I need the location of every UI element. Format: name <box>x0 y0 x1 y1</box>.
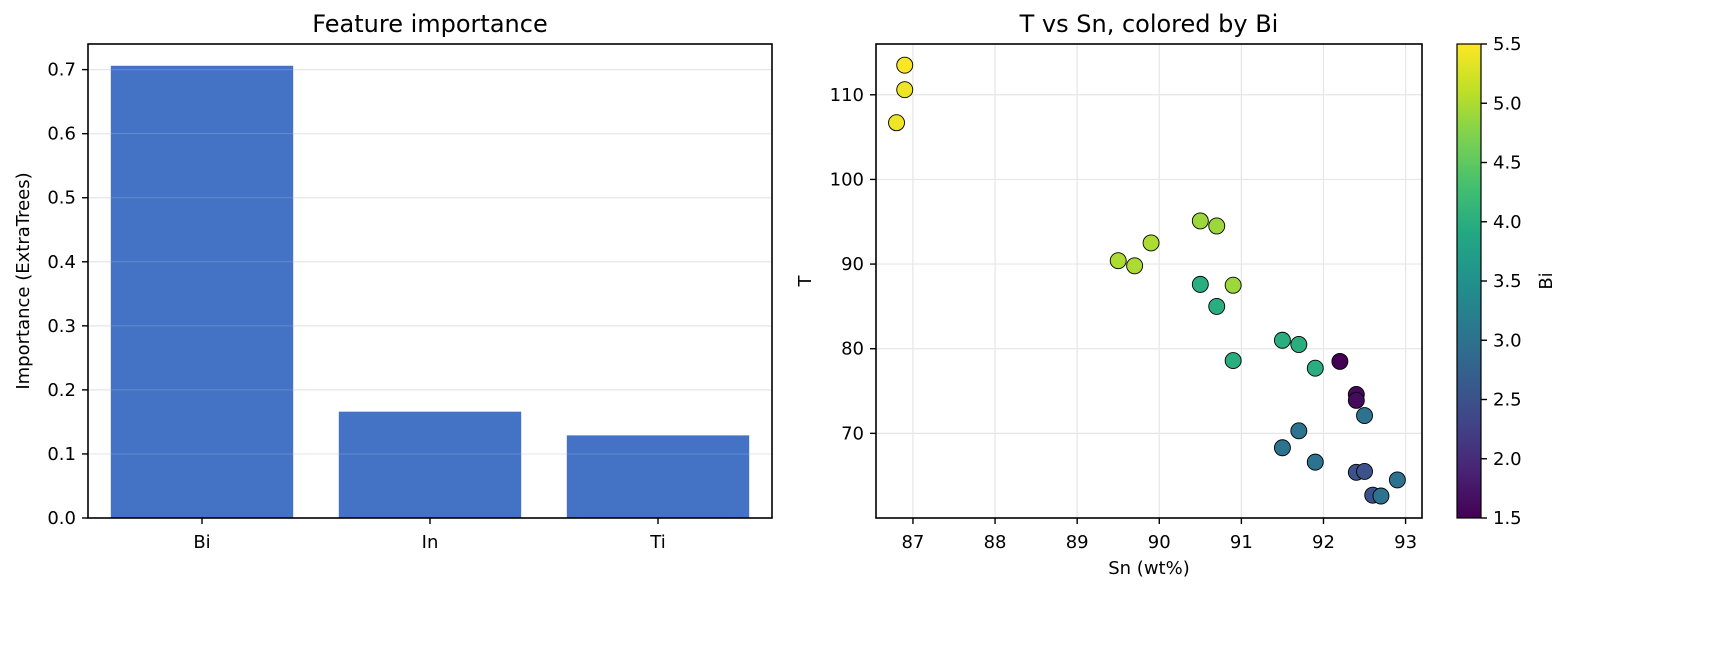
colorbar-tick-label: 3.0 <box>1493 330 1522 351</box>
bar-y-tick-label: 0.1 <box>47 444 76 465</box>
scatter-x-tick-label: 92 <box>1312 532 1335 553</box>
bar-series <box>88 65 772 518</box>
colorbar-tick-label: 4.5 <box>1493 153 1522 174</box>
bar-y-tick-label: 0.5 <box>47 188 76 209</box>
bar-x-tick-label: Ti <box>649 532 665 553</box>
scatter-x-tick-label: 93 <box>1394 532 1417 553</box>
bar-y-tick-label: 0.0 <box>47 508 76 529</box>
scatter-point <box>1191 275 1209 293</box>
scatter-point <box>1126 257 1144 275</box>
scatter-gridlines <box>876 44 1422 518</box>
bar-y-tick-label: 0.7 <box>47 60 76 81</box>
scatter-x-tick-label: 91 <box>1230 532 1253 553</box>
scatter-y-tick-label: 70 <box>841 423 864 444</box>
scatter-chart-panel: 70 80 90 100 110 87 88 89 90 91 92 93 T vs Sn, col… <box>795 10 1423 579</box>
bar-x-tick-label: In <box>422 532 439 553</box>
scatter-chart-title: T vs Sn, colored by Bi <box>1019 10 1279 38</box>
scatter-y-tick-label: 90 <box>841 254 864 275</box>
scatter-series <box>888 56 1406 505</box>
bar-x-tick-label: Bi <box>193 532 210 553</box>
colorbar-ticks: 1.5 2.0 2.5 3.0 3.5 4.0 4.5 5.0 5.5 <box>1481 34 1522 529</box>
scatter-x-tick-label: 87 <box>901 532 924 553</box>
scatter-y-tick-label: 100 <box>830 169 864 190</box>
bar-x-axis: Bi In Ti <box>193 518 666 553</box>
scatter-point <box>1290 336 1308 353</box>
scatter-y-tick-label: 110 <box>830 85 864 106</box>
scatter-point <box>1191 212 1209 230</box>
bar-chart-panel: 0.0 0.1 0.2 0.3 0.4 0.5 0.6 0.7 Bi In Ti Feature … <box>13 10 773 553</box>
scatter-x-tick-label: 90 <box>1148 532 1171 553</box>
bar-y-tick-label: 0.3 <box>47 316 76 337</box>
scatter-point <box>888 114 905 132</box>
bar-bi <box>110 65 294 518</box>
scatter-point <box>1273 331 1291 349</box>
scatter-point <box>1356 407 1373 425</box>
scatter-point <box>1306 359 1324 377</box>
scatter-point <box>1388 471 1406 489</box>
scatter-point <box>1109 252 1127 270</box>
scatter-point <box>1347 391 1365 409</box>
scatter-y-axis-label: T <box>795 275 816 288</box>
bar-y-tick-label: 0.2 <box>47 380 76 401</box>
scatter-x-tick-label: 88 <box>984 532 1007 553</box>
scatter-point <box>1208 217 1226 235</box>
colorbar-tick-label: 5.0 <box>1493 93 1522 114</box>
colorbar-tick-label: 5.5 <box>1493 34 1522 55</box>
scatter-point <box>1142 234 1160 252</box>
bar-ti <box>566 435 750 518</box>
scatter-point <box>896 81 914 99</box>
colorbar-tick-label: 2.5 <box>1493 390 1522 411</box>
bar-y-axis: 0.0 0.1 0.2 0.3 0.4 0.5 0.6 0.7 <box>47 60 88 529</box>
scatter-point <box>1331 352 1349 370</box>
scatter-x-axis-label: Sn (wt%) <box>1108 558 1189 579</box>
scatter-x-tick-label: 89 <box>1066 532 1089 553</box>
scatter-x-axis: 87 88 89 90 91 92 93 <box>901 518 1417 553</box>
bar-y-axis-label: Importance (ExtraTrees) <box>13 172 34 389</box>
scatter-point <box>1208 297 1226 315</box>
colorbar-gradient <box>1456 43 1482 519</box>
scatter-point <box>1356 462 1373 480</box>
scatter-y-axis: 70 80 90 100 110 <box>830 85 876 444</box>
bar-in <box>338 411 522 518</box>
bar-y-tick-label: 0.4 <box>47 252 76 273</box>
scatter-point <box>1273 439 1291 457</box>
scatter-point <box>1224 276 1242 294</box>
colorbar-tick-label: 4.0 <box>1493 212 1522 233</box>
colorbar: 1.5 2.0 2.5 3.0 3.5 4.0 4.5 5.0 5.5 Bi <box>1456 34 1557 529</box>
colorbar-tick-label: 3.5 <box>1493 271 1522 292</box>
bar-y-tick-label: 0.6 <box>47 124 76 145</box>
colorbar-tick-label: 1.5 <box>1493 508 1522 529</box>
colorbar-tick-label: 2.0 <box>1493 449 1522 470</box>
scatter-point <box>1306 453 1324 471</box>
scatter-point <box>1224 352 1242 370</box>
scatter-point <box>1372 487 1390 505</box>
scatter-plot-frame <box>875 43 1423 519</box>
bar-chart-title: Feature importance <box>312 10 547 38</box>
scatter-point <box>1290 422 1308 440</box>
scatter-point <box>896 56 914 74</box>
colorbar-label: Bi <box>1536 272 1557 289</box>
scatter-y-tick-label: 80 <box>841 339 864 360</box>
